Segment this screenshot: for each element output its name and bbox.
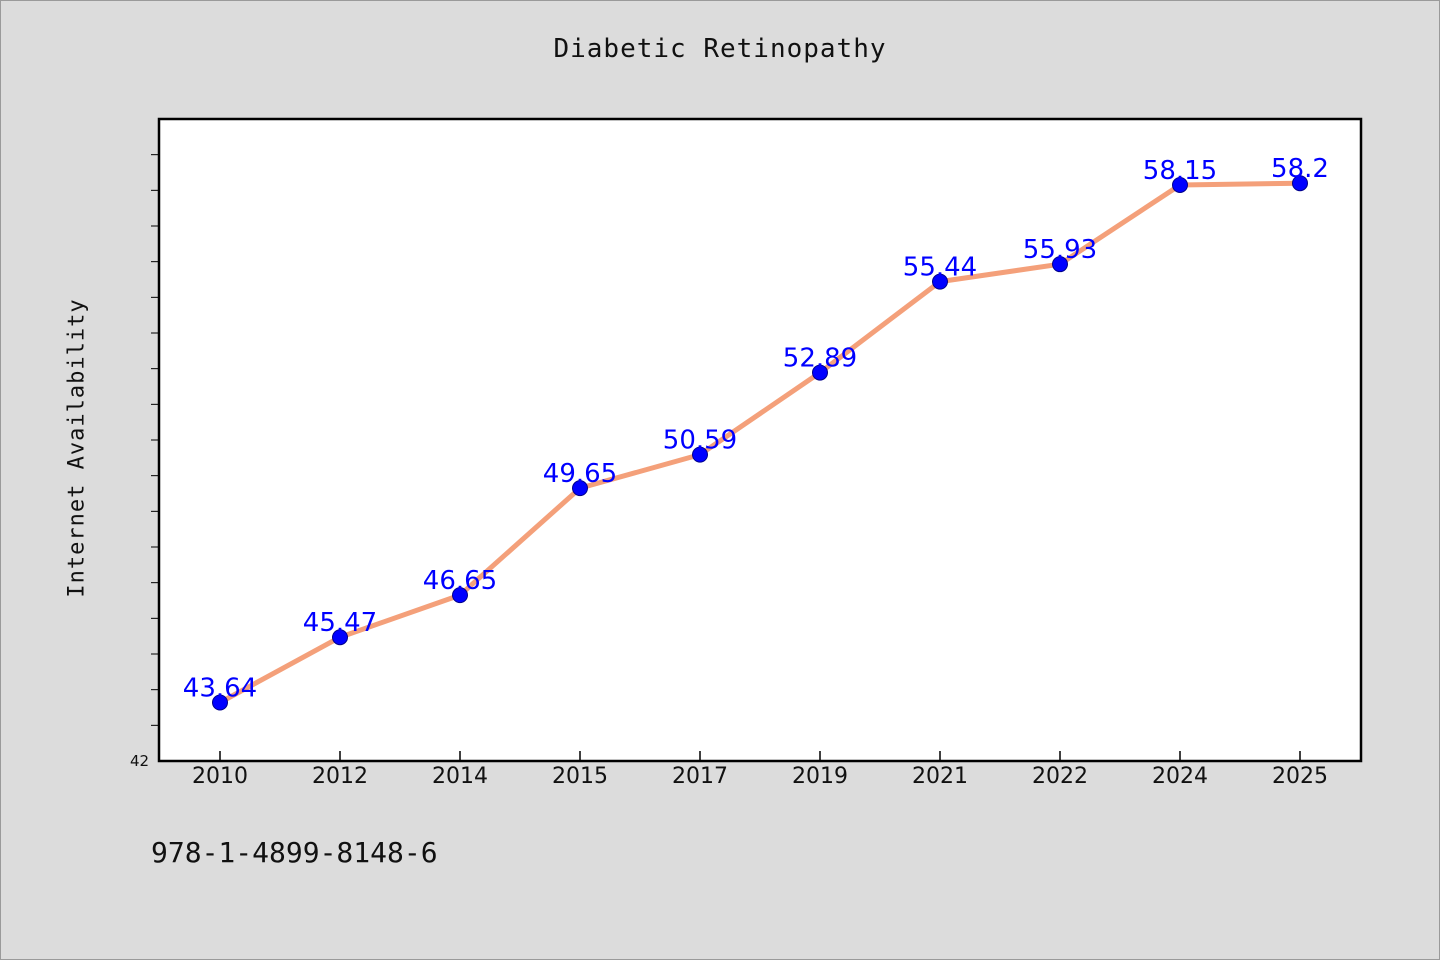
data-markers [212,175,1308,711]
series-line [217,180,1303,706]
data-point [1052,256,1068,273]
x-tick-label: 2021 [912,764,968,789]
data-labels: 43.64 45.47 46.65 49.65 50.59 52.89 55.44 55.93… [183,154,1329,703]
data-point [932,273,948,290]
x-tick-label: 2014 [432,764,488,789]
plot-area [157,117,1363,763]
data-point [332,629,348,646]
data-point [692,446,708,463]
data-point [1172,176,1188,193]
data-label: 50.59 [663,426,737,456]
isbn-text: 978-1-4899-8148-6 [151,836,438,869]
data-point [212,694,228,711]
data-label: 58.15 [1143,156,1217,186]
data-label: 46.65 [423,566,497,596]
x-tick-label: 2012 [312,764,368,789]
y-axis-ticks [151,154,159,726]
data-label: 45.47 [303,608,377,638]
data-point [1292,175,1308,192]
x-tick-label: 2015 [552,764,608,789]
x-tick-label: 2019 [792,764,848,789]
data-label: 55.93 [1023,235,1097,265]
x-axis: 2010 2012 2014 2015 2017 2019 2021 2022 2024 2025 [192,751,1328,789]
data-label: 58.2 [1271,154,1329,184]
data-point [452,587,468,604]
data-label: 49.65 [543,459,617,489]
x-tick-label: 2024 [1152,764,1208,789]
data-label: 55.44 [903,253,977,283]
data-label: 52.89 [783,344,857,374]
chart-title: Diabetic Retinopathy [553,34,887,64]
x-tick-label: 2022 [1032,764,1088,789]
x-tick-label: 2025 [1272,764,1328,789]
data-point [572,480,588,497]
x-tick-label: 2017 [672,764,728,789]
x-tick-label: 2010 [192,764,248,789]
data-point [812,364,828,381]
y-min-tick-label: 42 [130,752,149,770]
data-label: 43.64 [183,674,257,704]
